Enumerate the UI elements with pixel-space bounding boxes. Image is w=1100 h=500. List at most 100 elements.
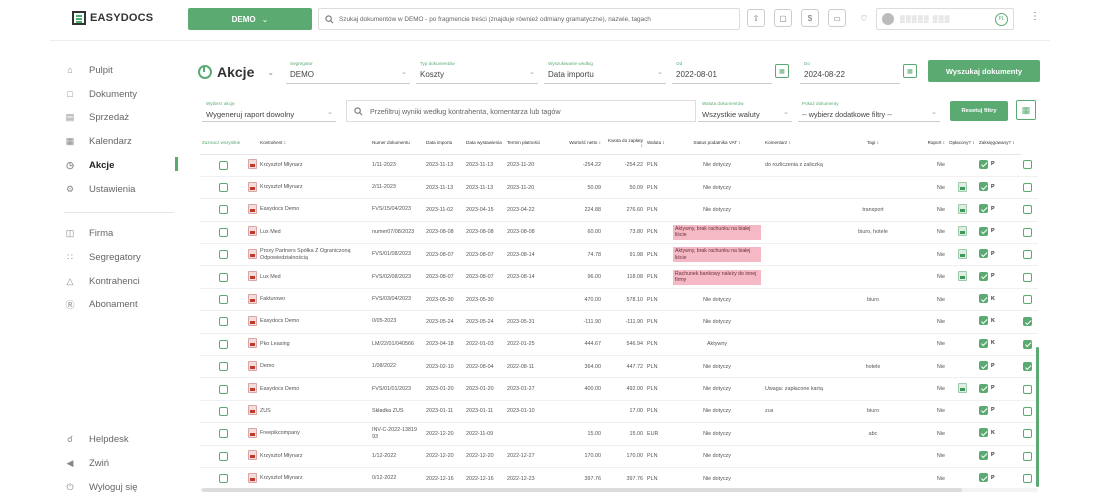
pdf-file-icon[interactable] [248, 248, 257, 259]
global-search[interactable]: Szukaj dokumentów w DEMO - po fragmencie… [318, 8, 740, 30]
paid-checkbox[interactable] [979, 182, 988, 192]
row-checkbox[interactable] [218, 205, 228, 215]
comment-header[interactable]: Komentarz ↕ [763, 132, 833, 155]
pdf-file-icon[interactable] [248, 159, 257, 170]
segregator-select[interactable]: Segregator DEMO ⌄ [286, 60, 410, 84]
tags-cell[interactable] [833, 333, 913, 357]
currency-icon[interactable]: $ [801, 9, 819, 27]
tags-cell[interactable] [833, 377, 913, 401]
calendar-icon[interactable]: ▦ [903, 64, 917, 78]
tags-cell[interactable] [833, 176, 913, 200]
pdf-file-icon[interactable] [248, 472, 257, 483]
horizontal-scrollbar[interactable] [200, 488, 1038, 492]
table-row[interactable]: Easydocs Demo FVS/01/01/2023 2023-01-20 202… [200, 377, 1038, 401]
tags-cell[interactable]: abc [833, 422, 913, 446]
logo[interactable]: EASYDOCS [72, 11, 153, 25]
paid-checkbox[interactable] [979, 405, 988, 415]
booked-checkbox[interactable] [1023, 451, 1032, 461]
tags-cell[interactable] [833, 467, 913, 487]
sidebar-item-ustawienia[interactable]: ⚙ Ustawienia [64, 183, 136, 195]
tags-cell[interactable]: biuro [833, 400, 913, 424]
sidebar-item-pulpit[interactable]: ⌂ Pulpit [64, 64, 112, 76]
paid-checkbox[interactable] [979, 428, 988, 438]
pdf-file-icon[interactable] [248, 315, 257, 326]
bell-icon[interactable]: ♡ [860, 13, 868, 23]
row-checkbox[interactable] [218, 227, 228, 237]
user-menu[interactable]: ▒▒▒▒▒ ▒▒▒ PL [876, 8, 1014, 30]
table-row[interactable]: Easydocs Demo 0/05-2023 2023-05-24 2023-05-… [200, 310, 1038, 334]
tags-cell[interactable] [833, 243, 913, 267]
comment-cell[interactable] [763, 288, 833, 312]
pdf-file-icon[interactable] [248, 383, 257, 394]
comment-cell[interactable] [763, 176, 833, 200]
sidebar-item-kontrahenci[interactable]: △ Kontrahenci [64, 275, 140, 287]
paid-checkbox[interactable] [979, 361, 988, 371]
comment-cell[interactable] [763, 265, 833, 289]
table-row[interactable]: Fakturowo FVS/03/04/2023 2023-05-30 2023-05… [200, 288, 1038, 312]
more-menu-icon[interactable]: ⋮ [1030, 11, 1040, 22]
sidebar-item-abonament[interactable]: Ⓡ Abonament [64, 298, 137, 310]
paid-checkbox[interactable] [979, 338, 988, 348]
doc-type-select[interactable]: Typ dokumentów Koszty ⌄ [416, 60, 538, 84]
booked-checkbox[interactable] [1023, 384, 1032, 394]
net-header[interactable]: Wartość netto ↕ [551, 132, 603, 155]
row-checkbox[interactable] [218, 362, 228, 372]
sidebar-item-sprzedaz[interactable]: ▤ Sprzedaż [64, 111, 129, 123]
booked-checkbox[interactable] [1023, 272, 1032, 282]
paid-header[interactable]: Opłacony? ↕ [947, 132, 977, 155]
report-file-icon[interactable] [957, 203, 967, 214]
reset-filters-button[interactable]: Resetuj filtry [950, 101, 1008, 121]
comment-cell[interactable] [763, 243, 833, 267]
calendar-icon[interactable]: ▢ [774, 9, 792, 27]
scrollbar-thumb[interactable] [202, 488, 962, 492]
calendar-icon[interactable]: ▦ [775, 64, 789, 78]
pdf-file-icon[interactable] [248, 203, 257, 214]
row-checkbox[interactable] [218, 183, 228, 193]
paid-checkbox[interactable] [979, 450, 988, 460]
table-row[interactable]: ZUS Składka ZUS 2023-01-11 2023-01-11 2023-0… [200, 400, 1038, 424]
doc-number-header[interactable]: Numer dokumentu [370, 132, 424, 155]
row-checkbox[interactable] [218, 339, 228, 349]
currency-header[interactable]: Waluta ↕ [645, 132, 671, 155]
due-date-header[interactable]: Termin płatności [505, 132, 551, 155]
paid-checkbox[interactable] [979, 204, 988, 214]
booked-checkbox[interactable] [1023, 295, 1032, 305]
booked-checkbox[interactable] [1023, 474, 1032, 484]
report-file-icon[interactable] [957, 271, 967, 282]
comment-cell[interactable] [763, 422, 833, 446]
row-checkbox[interactable] [218, 451, 228, 461]
results-filter-input[interactable]: Przefiltruj wyniki według kontrahenta, k… [346, 100, 696, 122]
paid-checkbox[interactable] [979, 159, 988, 169]
table-row[interactable]: Lux Med FVS/02/08/2023 2023-08-07 2023-08-0… [200, 265, 1038, 289]
table-row[interactable]: Demo 1/08/2022 2023-02-10 2022-08-04 2022-08… [200, 355, 1038, 379]
chat-icon[interactable]: ▭ [828, 9, 846, 27]
paid-checkbox[interactable] [979, 473, 988, 483]
paid-checkbox[interactable] [979, 226, 988, 236]
table-row[interactable]: Krzysztof Młynarz 1/11-2023 2023-11-13 2023… [200, 154, 1038, 177]
sidebar-item-akcje[interactable]: ◷ Akcje [64, 159, 114, 171]
row-checkbox[interactable] [218, 384, 228, 394]
tags-cell[interactable] [833, 265, 913, 289]
comment-cell[interactable] [763, 310, 833, 334]
row-checkbox[interactable] [218, 250, 228, 260]
table-row[interactable]: Proxy Partners Spółka Z Ograniczoną Odpo… [200, 243, 1038, 267]
issue-date-header[interactable]: Data wystawienia [464, 132, 505, 155]
pdf-file-icon[interactable] [248, 360, 257, 371]
action-select[interactable]: Wybierz akcję Wygeneruj raport dowolny ⌄ [202, 100, 336, 122]
search-documents-button[interactable]: Wyszukaj dokumenty [928, 60, 1040, 82]
comment-cell[interactable] [763, 221, 833, 245]
report-file-icon[interactable] [957, 226, 967, 237]
to-pay-header[interactable]: Kwota do zapłaty ↕ [603, 132, 645, 155]
tags-header[interactable]: Tagi ↕ [833, 132, 913, 155]
table-row[interactable]: Krzysztof Młynarz 0/12-2022 2022-12-16 2022… [200, 467, 1038, 487]
row-checkbox[interactable] [218, 317, 228, 327]
sidebar-item-kalendarz[interactable]: ▦ Kalendarz [64, 135, 132, 147]
table-row[interactable]: Lux Med numer07/08/2023 2023-08-08 2023-08-… [200, 221, 1038, 245]
tags-cell[interactable]: biuro [833, 288, 913, 312]
tags-cell[interactable]: hotele [833, 355, 913, 379]
booked-checkbox[interactable] [1023, 339, 1032, 349]
tags-cell[interactable] [833, 445, 913, 468]
row-checkbox[interactable] [218, 160, 228, 170]
row-checkbox[interactable] [218, 272, 228, 282]
row-checkbox[interactable] [218, 429, 228, 439]
